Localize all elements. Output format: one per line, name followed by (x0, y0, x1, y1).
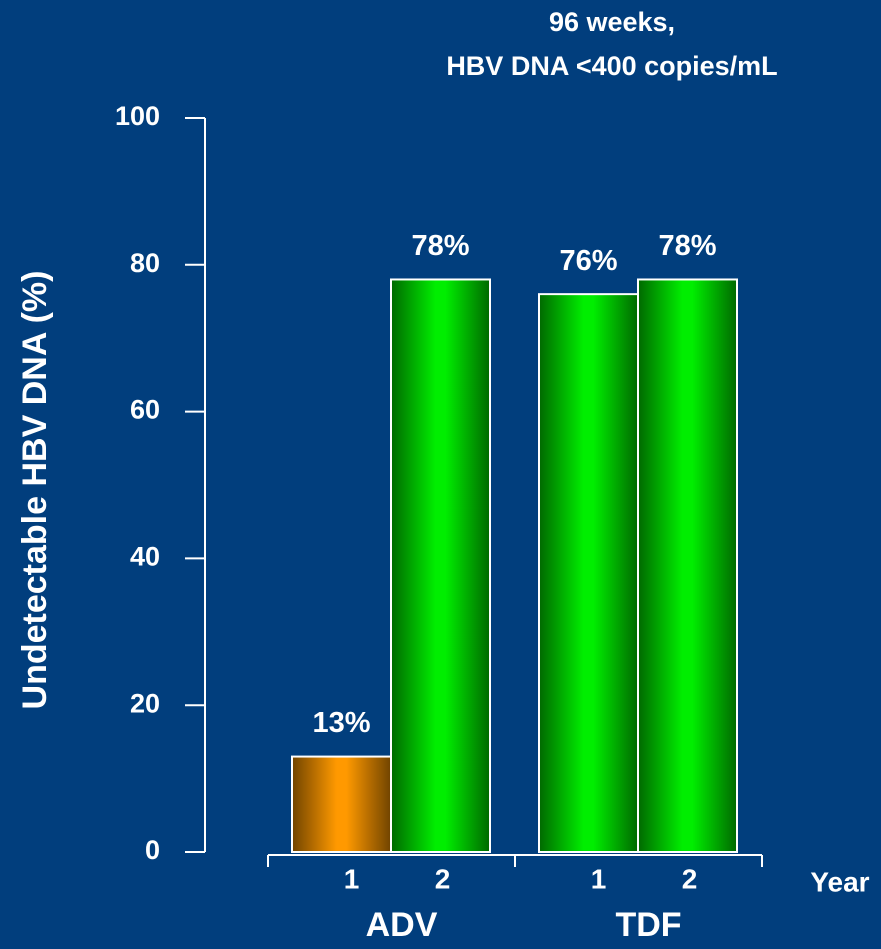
bar-shade (639, 280, 736, 852)
x-tick-label: 2 (435, 863, 451, 894)
y-tick-label: 0 (145, 835, 160, 865)
group-label: ADV (366, 906, 438, 944)
x-tick-label: 2 (682, 863, 698, 894)
x-axis-label: Year (810, 866, 869, 897)
value-label: 76% (559, 245, 617, 277)
value-label: 78% (658, 230, 716, 262)
x-tick-label: 1 (344, 863, 360, 894)
group-label: TDF (615, 906, 681, 944)
bar-shade (293, 757, 390, 851)
chart-title: 96 weeks, (549, 7, 675, 37)
y-tick-label: 80 (130, 248, 160, 278)
x-tick-label: 1 (591, 863, 607, 894)
y-tick-label: 100 (115, 101, 160, 131)
y-axis-label: Undetectable HBV DNA (%) (16, 271, 54, 710)
y-tick-label: 20 (130, 688, 160, 718)
y-tick-label: 60 (130, 395, 160, 425)
y-tick-label: 40 (130, 542, 160, 572)
bar-shade (392, 280, 489, 852)
bar-shade (540, 295, 637, 851)
value-label: 13% (312, 707, 370, 739)
value-label: 78% (411, 230, 469, 262)
chart-subtitle: HBV DNA <400 copies/mL (446, 51, 777, 81)
